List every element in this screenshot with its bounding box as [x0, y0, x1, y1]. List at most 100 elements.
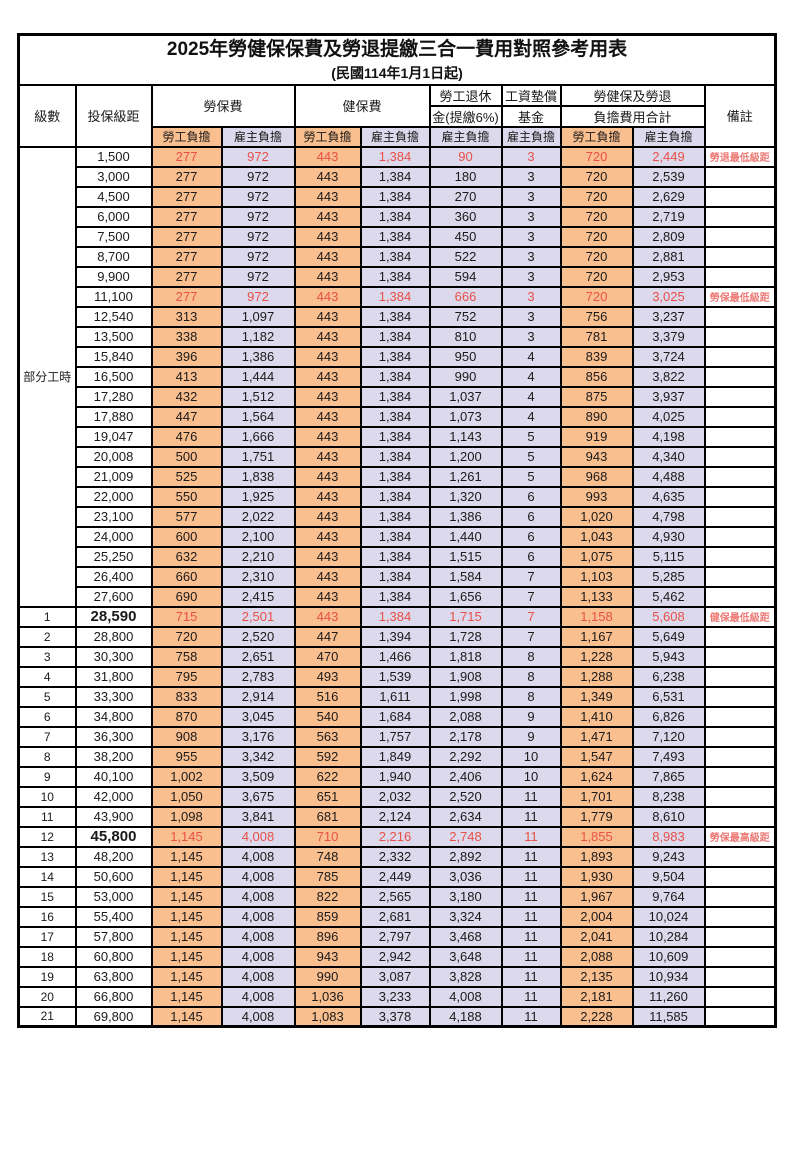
- value-cell: 4,008: [220, 865, 296, 888]
- grade-cell: 27,600: [74, 585, 153, 608]
- level-cell: 19: [17, 965, 77, 988]
- grade-cell: 17,880: [74, 405, 153, 428]
- table-row: 22,000 550 1,925 443 1,384 1,320 6 993 4,635: [19, 485, 777, 508]
- value-cell: 1,384: [359, 485, 431, 508]
- value-cell: 11: [500, 845, 562, 868]
- value-cell: 1,145: [150, 825, 223, 848]
- value-cell: 1,228: [559, 645, 634, 668]
- value-cell: 540: [293, 705, 362, 728]
- value-cell: 1,073: [428, 405, 503, 428]
- grade-cell: 31,800: [74, 665, 153, 688]
- value-cell: 443: [293, 485, 362, 508]
- table-row: 25,250 632 2,210 443 1,384 1,515 6 1,075 5,115: [19, 545, 777, 568]
- value-cell: 443: [293, 545, 362, 568]
- value-cell: 10,609: [631, 945, 706, 968]
- value-cell: 443: [293, 405, 362, 428]
- level-cell: 21: [17, 1005, 77, 1028]
- col-header-labor-insurance: 勞保費: [150, 83, 296, 128]
- value-cell: 1,930: [559, 865, 634, 888]
- value-cell: 9,504: [631, 865, 706, 888]
- value-cell: 180: [428, 165, 503, 188]
- grade-cell: 38,200: [74, 745, 153, 768]
- note-cell: [703, 765, 777, 788]
- value-cell: 972: [220, 245, 296, 268]
- value-cell: 1,145: [150, 885, 223, 908]
- value-cell: 2,634: [428, 805, 503, 828]
- value-cell: 875: [559, 385, 634, 408]
- value-cell: 3: [500, 225, 562, 248]
- value-cell: 2,681: [359, 905, 431, 928]
- note-cell: [703, 405, 777, 428]
- value-cell: 2,088: [559, 945, 634, 968]
- value-cell: 443: [293, 205, 362, 228]
- value-cell: 447: [293, 625, 362, 648]
- table-row: 8,700 277 972 443 1,384 522 3 720 2,881: [19, 245, 777, 268]
- subheader-health-employer: 雇主負擔: [359, 125, 431, 148]
- note-cell: [703, 965, 777, 988]
- subheader-wage-fund-employer: 雇主負擔: [500, 125, 562, 148]
- value-cell: 2,178: [428, 725, 503, 748]
- value-cell: 1,145: [150, 845, 223, 868]
- value-cell: 313: [150, 305, 223, 328]
- value-cell: 1,384: [359, 345, 431, 368]
- note-cell: [703, 1005, 777, 1028]
- value-cell: 950: [428, 345, 503, 368]
- value-cell: 11,585: [631, 1005, 706, 1028]
- value-cell: 752: [428, 305, 503, 328]
- value-cell: 2,228: [559, 1005, 634, 1028]
- value-cell: 1,838: [220, 465, 296, 488]
- note-cell: [703, 205, 777, 228]
- value-cell: 1,515: [428, 545, 503, 568]
- value-cell: 443: [293, 425, 362, 448]
- table-title-block: 2025年勞健保保費及勞退提繳三合一費用對照參考用表 (民國114年1月1日起): [17, 33, 777, 86]
- value-cell: 5,285: [631, 565, 706, 588]
- col-header-pension-line1: 勞工退休: [428, 83, 503, 107]
- level-cell: 11: [17, 805, 77, 828]
- value-cell: 1,288: [559, 665, 634, 688]
- table-row: 7,500 277 972 443 1,384 450 3 720 2,809: [19, 225, 777, 248]
- note-cell: [703, 945, 777, 968]
- value-cell: 277: [150, 145, 223, 168]
- value-cell: 4,340: [631, 445, 706, 468]
- value-cell: 8: [500, 685, 562, 708]
- value-cell: 972: [220, 165, 296, 188]
- value-cell: 443: [293, 505, 362, 528]
- value-cell: 2,415: [220, 585, 296, 608]
- value-cell: 3,087: [359, 965, 431, 988]
- value-cell: 756: [559, 305, 634, 328]
- table-row: 2 28,800 720 2,520 447 1,394 1,728 7 1,167 5,649: [17, 625, 777, 648]
- value-cell: 443: [293, 525, 362, 548]
- value-cell: 2,124: [359, 805, 431, 828]
- table-row: 11 43,900 1,098 3,841 681 2,124 2,634 11 1,779 8,…: [17, 805, 777, 828]
- value-cell: 10,284: [631, 925, 706, 948]
- table-row: 19,047 476 1,666 443 1,384 1,143 5 919 4,198: [19, 425, 777, 448]
- value-cell: 2,797: [359, 925, 431, 948]
- value-cell: 2,783: [220, 665, 296, 688]
- grade-cell: 48,200: [74, 845, 153, 868]
- value-cell: 781: [559, 325, 634, 348]
- value-cell: 1,145: [150, 925, 223, 948]
- value-cell: 2,539: [631, 165, 706, 188]
- value-cell: 972: [220, 185, 296, 208]
- value-cell: 833: [150, 685, 223, 708]
- value-cell: 666: [428, 285, 503, 308]
- value-cell: 3,237: [631, 305, 706, 328]
- level-cell: 12: [17, 825, 77, 848]
- value-cell: 1,384: [359, 265, 431, 288]
- table-row: 4 31,800 795 2,783 493 1,539 1,908 8 1,288 6,238: [17, 665, 777, 688]
- value-cell: 443: [293, 365, 362, 388]
- value-cell: 1,143: [428, 425, 503, 448]
- value-cell: 2,651: [220, 645, 296, 668]
- col-header-pension-line2: 金(提繳6%): [428, 104, 503, 128]
- value-cell: 450: [428, 225, 503, 248]
- value-cell: 1,440: [428, 525, 503, 548]
- grade-cell: 16,500: [74, 365, 153, 388]
- note-cell: [703, 665, 777, 688]
- value-cell: 1,386: [428, 505, 503, 528]
- value-cell: 919: [559, 425, 634, 448]
- value-cell: 3,045: [220, 705, 296, 728]
- note-cell: [703, 265, 777, 288]
- grade-cell: 50,600: [74, 865, 153, 888]
- note-cell: [703, 745, 777, 768]
- value-cell: 3,379: [631, 325, 706, 348]
